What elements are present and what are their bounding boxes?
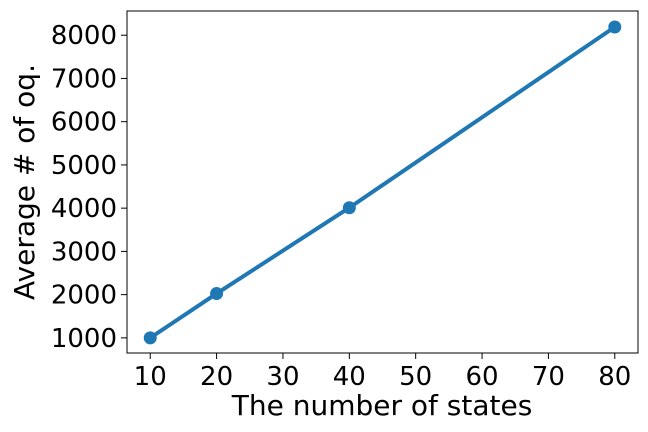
y-tick-label: 4000 (51, 194, 117, 224)
y-tick-label: 6000 (51, 108, 117, 138)
series-layer (143, 20, 622, 345)
x-tick-label: 10 (134, 362, 167, 392)
y-tick-label: 2000 (51, 281, 117, 311)
x-tick-label: 30 (266, 362, 299, 392)
x-axis: 10 20 30 40 50 60 70 80 (134, 353, 631, 392)
y-tick-label: 7000 (51, 64, 117, 94)
y-tick-label: 1000 (51, 324, 117, 354)
y-tick-label: 3000 (51, 237, 117, 267)
y-tick-label: 5000 (51, 151, 117, 181)
x-tick-label: 50 (399, 362, 432, 392)
x-tick-label: 60 (465, 362, 498, 392)
data-point (210, 287, 224, 301)
y-tick-label: 8000 (51, 21, 117, 51)
data-point (342, 201, 356, 215)
y-axis-label: Average # of oq. (8, 64, 41, 300)
x-tick-label: 70 (532, 362, 565, 392)
data-point (608, 20, 622, 34)
series-line (148, 25, 617, 340)
x-tick-label: 80 (598, 362, 631, 392)
x-axis-label: The number of states (231, 389, 533, 422)
plot-frame (126, 10, 639, 354)
y-axis: 1000 2000 3000 4000 5000 6000 7000 8000 (51, 21, 127, 354)
data-point (143, 331, 157, 345)
x-tick-label: 40 (333, 362, 366, 392)
x-tick-label: 20 (200, 362, 233, 392)
